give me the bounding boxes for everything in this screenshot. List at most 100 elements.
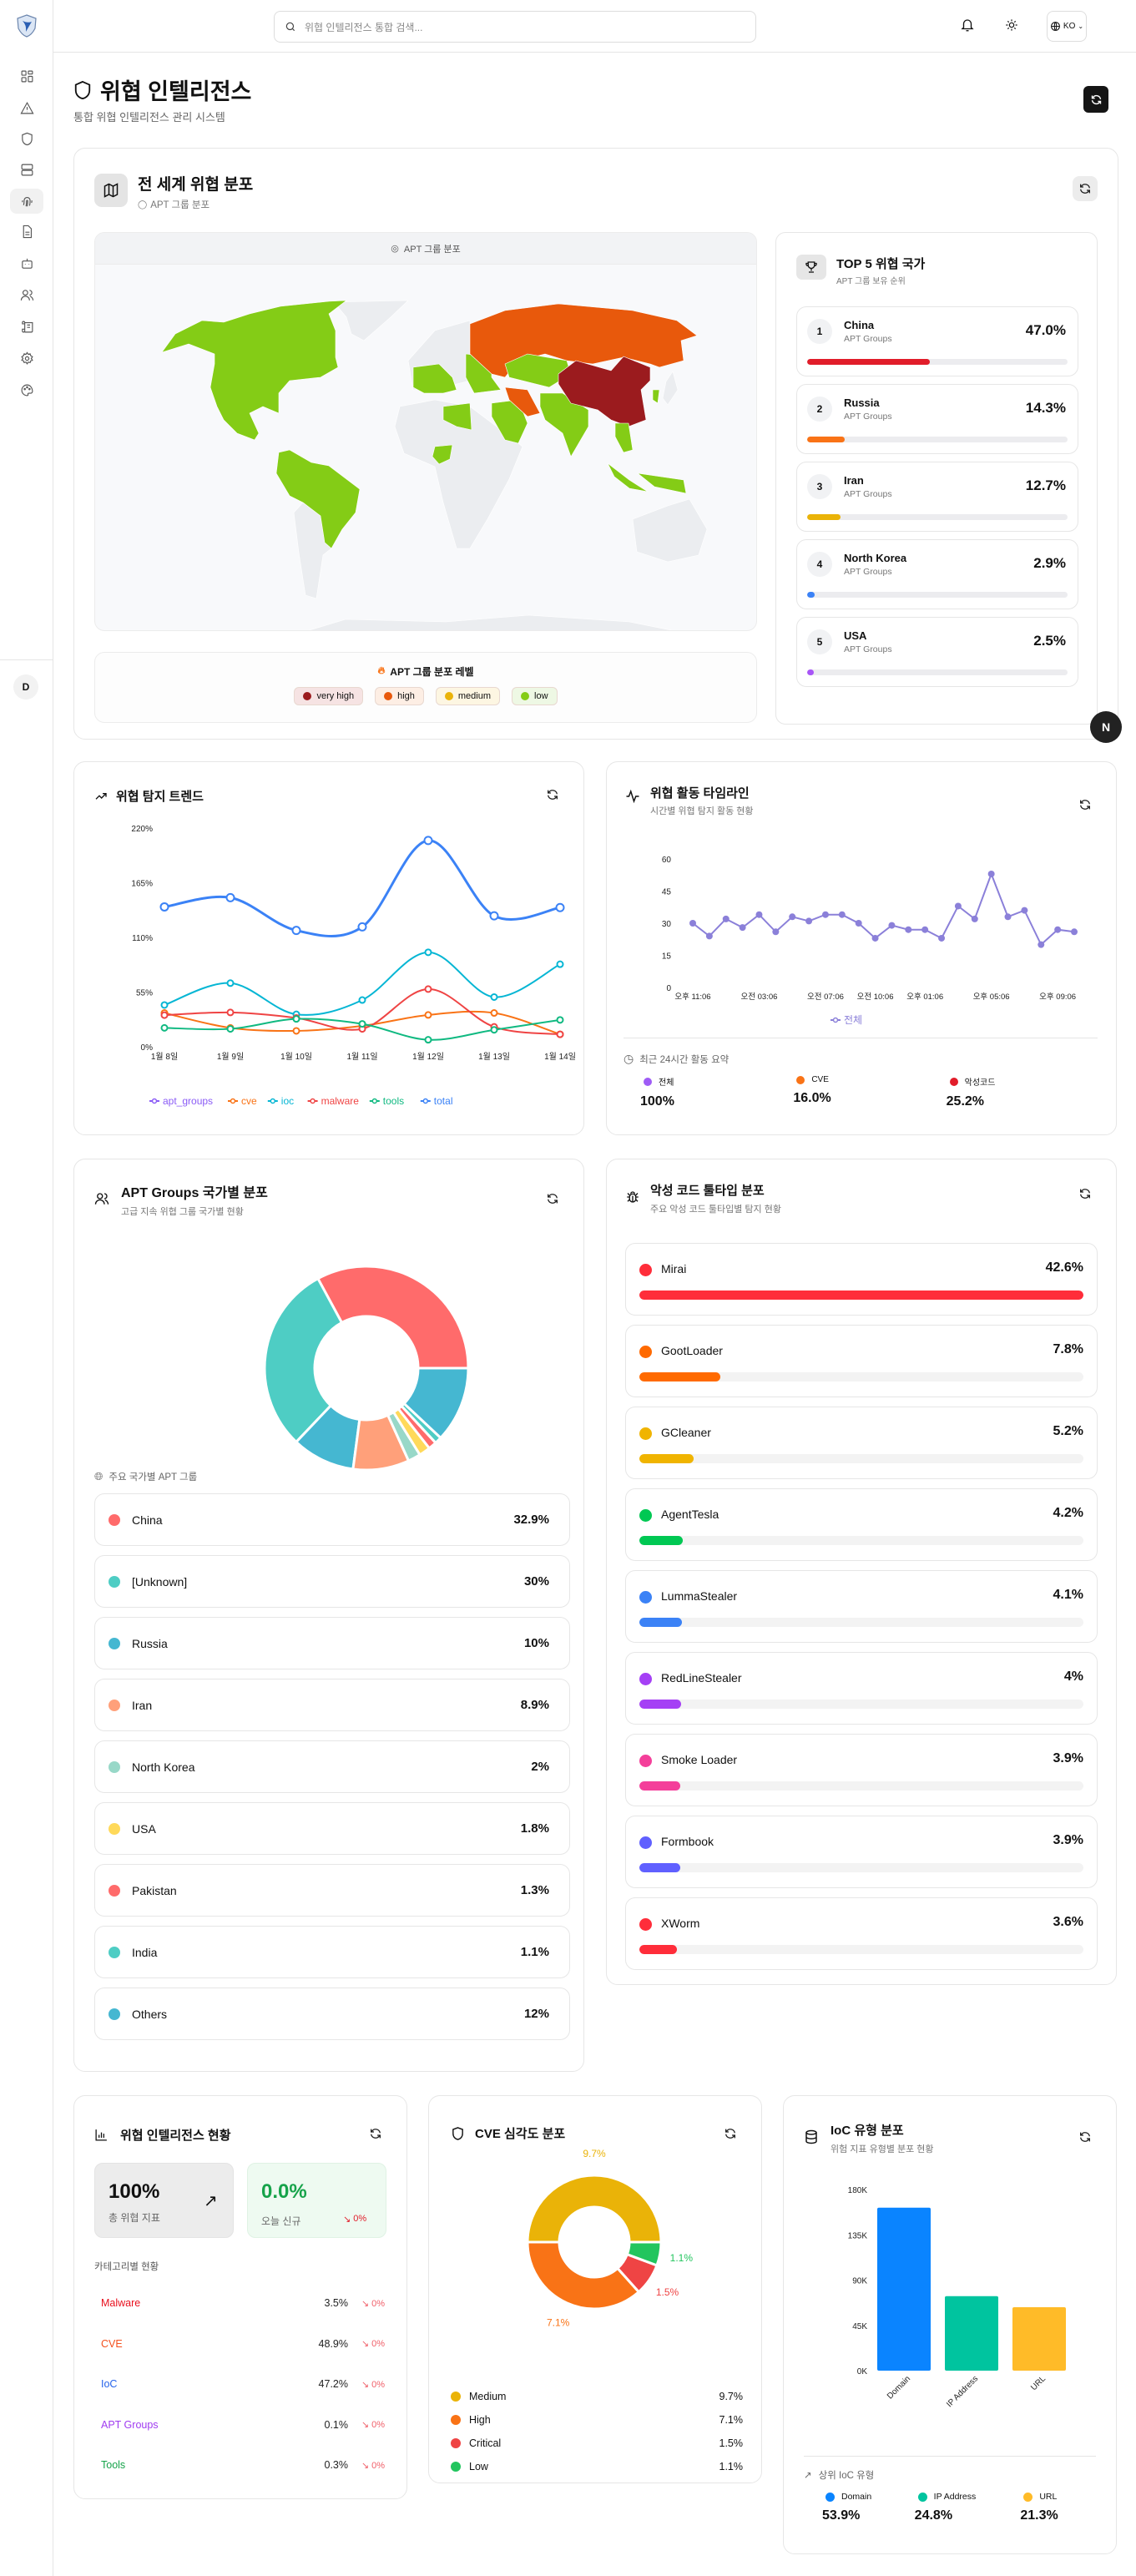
user-avatar[interactable]: D bbox=[13, 674, 38, 700]
sidebar-item-bot[interactable] bbox=[10, 250, 43, 275]
category-row[interactable]: IoC 47.2% ↘ 0% bbox=[101, 2364, 385, 2405]
malware-item[interactable]: LummaStealer 4.1% bbox=[625, 1570, 1098, 1643]
malware-item[interactable]: Formbook 3.9% bbox=[625, 1816, 1098, 1888]
malware-item[interactable]: GCleaner 5.2% bbox=[625, 1407, 1098, 1479]
data-point[interactable] bbox=[705, 932, 713, 940]
country-indonesia-east[interactable] bbox=[637, 472, 687, 494]
bar-ip-address[interactable] bbox=[945, 2296, 998, 2371]
data-point-tools[interactable] bbox=[292, 1015, 300, 1023]
timeline-refresh-button[interactable] bbox=[1073, 792, 1098, 817]
apt-country-item[interactable]: Pakistan 1.3% bbox=[94, 1864, 570, 1917]
world-map[interactable] bbox=[95, 265, 757, 631]
app-logo[interactable] bbox=[15, 13, 38, 38]
legend-item-cve[interactable]: cve bbox=[228, 1095, 257, 1107]
apt-country-item[interactable]: India 1.1% bbox=[94, 1926, 570, 1978]
data-point-tools[interactable] bbox=[424, 1036, 432, 1044]
data-point-cve[interactable] bbox=[490, 1009, 498, 1018]
data-point-malware[interactable] bbox=[226, 1008, 235, 1017]
language-select[interactable]: KO ⌄ bbox=[1047, 11, 1087, 42]
apt-country-item[interactable]: China 32.9% bbox=[94, 1493, 570, 1546]
data-point[interactable] bbox=[855, 920, 862, 927]
top5-item[interactable]: 4 North Korea APT Groups 2.9% bbox=[796, 539, 1078, 609]
data-point-total[interactable] bbox=[291, 926, 301, 936]
data-point[interactable] bbox=[888, 922, 896, 929]
legend-item[interactable]: 전체 bbox=[831, 1014, 862, 1026]
malware-refresh-button[interactable] bbox=[1073, 1181, 1098, 1206]
apt-country-item[interactable]: USA 1.8% bbox=[94, 1802, 570, 1855]
apt-country-item[interactable]: Russia 10% bbox=[94, 1617, 570, 1669]
data-point-tools[interactable] bbox=[226, 1025, 235, 1033]
data-point-total[interactable] bbox=[357, 922, 367, 932]
data-point[interactable] bbox=[1054, 926, 1062, 933]
data-point-malware[interactable] bbox=[160, 1011, 169, 1019]
category-row[interactable]: APT Groups 0.1% ↘ 0% bbox=[101, 2405, 385, 2446]
category-row[interactable]: Malware 3.5% ↘ 0% bbox=[101, 2283, 385, 2324]
data-point[interactable] bbox=[1038, 941, 1045, 948]
data-point[interactable] bbox=[789, 913, 796, 921]
legend-item-ioc[interactable]: ioc bbox=[267, 1095, 294, 1107]
apt-country-item[interactable]: North Korea 2% bbox=[94, 1740, 570, 1793]
malware-item[interactable]: GootLoader 7.8% bbox=[625, 1325, 1098, 1397]
data-point-ioc[interactable] bbox=[424, 948, 432, 957]
donut-slice-china[interactable] bbox=[316, 1265, 470, 1370]
data-point-total[interactable] bbox=[555, 902, 565, 912]
malware-item[interactable]: XWorm 3.6% bbox=[625, 1897, 1098, 1970]
legend-item-total[interactable]: total bbox=[420, 1095, 453, 1107]
sidebar-item-settings[interactable] bbox=[10, 346, 43, 371]
data-point[interactable] bbox=[722, 915, 730, 922]
data-point-total[interactable] bbox=[423, 836, 433, 846]
country-libya[interactable] bbox=[442, 402, 472, 431]
country-western-europe[interactable] bbox=[412, 363, 457, 394]
donut-slice-high[interactable] bbox=[526, 2240, 641, 2311]
data-point-ioc[interactable] bbox=[358, 996, 366, 1004]
data-point[interactable] bbox=[821, 911, 829, 918]
data-point[interactable] bbox=[755, 911, 763, 918]
sidebar-item-file-text[interactable] bbox=[10, 219, 43, 244]
sidebar-item-server[interactable] bbox=[10, 157, 43, 182]
data-point-tools[interactable] bbox=[556, 1016, 564, 1024]
data-point[interactable] bbox=[739, 924, 746, 932]
top5-item[interactable]: 2 Russia APT Groups 14.3% bbox=[796, 384, 1078, 454]
data-point[interactable] bbox=[1071, 928, 1078, 936]
data-point-ioc[interactable] bbox=[226, 979, 235, 987]
floating-n-button[interactable]: N bbox=[1090, 711, 1122, 743]
legend-item-malware[interactable]: malware bbox=[307, 1095, 360, 1107]
country-nigeria[interactable] bbox=[432, 444, 453, 465]
data-point[interactable] bbox=[838, 911, 846, 918]
country-south-america[interactable] bbox=[275, 449, 361, 549]
sidebar-item-dashboard[interactable] bbox=[10, 63, 43, 88]
apt-country-item[interactable]: Others 12% bbox=[94, 1988, 570, 2040]
malware-item[interactable]: Mirai 42.6% bbox=[625, 1243, 1098, 1316]
world-refresh-button[interactable] bbox=[1073, 176, 1098, 201]
data-point-cve[interactable] bbox=[424, 1011, 432, 1019]
country-china[interactable] bbox=[558, 356, 651, 427]
data-point-ioc[interactable] bbox=[160, 1001, 169, 1009]
data-point-ioc[interactable] bbox=[556, 960, 564, 968]
donut-slice-unknown[interactable] bbox=[263, 1276, 344, 1444]
data-point-malware[interactable] bbox=[556, 1030, 564, 1038]
sidebar-item-shield[interactable] bbox=[10, 126, 43, 151]
bar-url[interactable] bbox=[1012, 2307, 1066, 2371]
landmass-greenland[interactable] bbox=[333, 300, 409, 341]
cve-refresh-button[interactable] bbox=[718, 2121, 743, 2146]
page-refresh-button[interactable] bbox=[1083, 86, 1108, 113]
data-point[interactable] bbox=[1004, 913, 1012, 921]
sidebar-item-alert-triangle[interactable] bbox=[10, 95, 43, 120]
data-point[interactable] bbox=[905, 926, 912, 933]
data-point-tools[interactable] bbox=[490, 1026, 498, 1034]
data-point[interactable] bbox=[805, 917, 813, 925]
apt-country-item[interactable]: Iran 8.9% bbox=[94, 1679, 570, 1731]
notifications-button[interactable] bbox=[960, 17, 975, 38]
country-southeast-asia[interactable] bbox=[614, 422, 634, 453]
data-point[interactable] bbox=[1021, 907, 1028, 914]
cve-legend-row[interactable]: Low 1.1% bbox=[451, 2455, 743, 2478]
data-point[interactable] bbox=[921, 926, 929, 933]
apt-refresh-button[interactable] bbox=[540, 1186, 565, 1211]
trend-refresh-button[interactable] bbox=[540, 782, 565, 807]
malware-item[interactable]: RedLineStealer 4% bbox=[625, 1652, 1098, 1725]
cve-legend-row[interactable]: High 7.1% bbox=[451, 2408, 743, 2432]
data-point[interactable] bbox=[772, 928, 780, 936]
legend-item-apt_groups[interactable]: apt_groups bbox=[149, 1095, 213, 1107]
top5-item[interactable]: 5 USA APT Groups 2.5% bbox=[796, 617, 1078, 687]
top5-item[interactable]: 1 China APT Groups 47.0% bbox=[796, 306, 1078, 376]
